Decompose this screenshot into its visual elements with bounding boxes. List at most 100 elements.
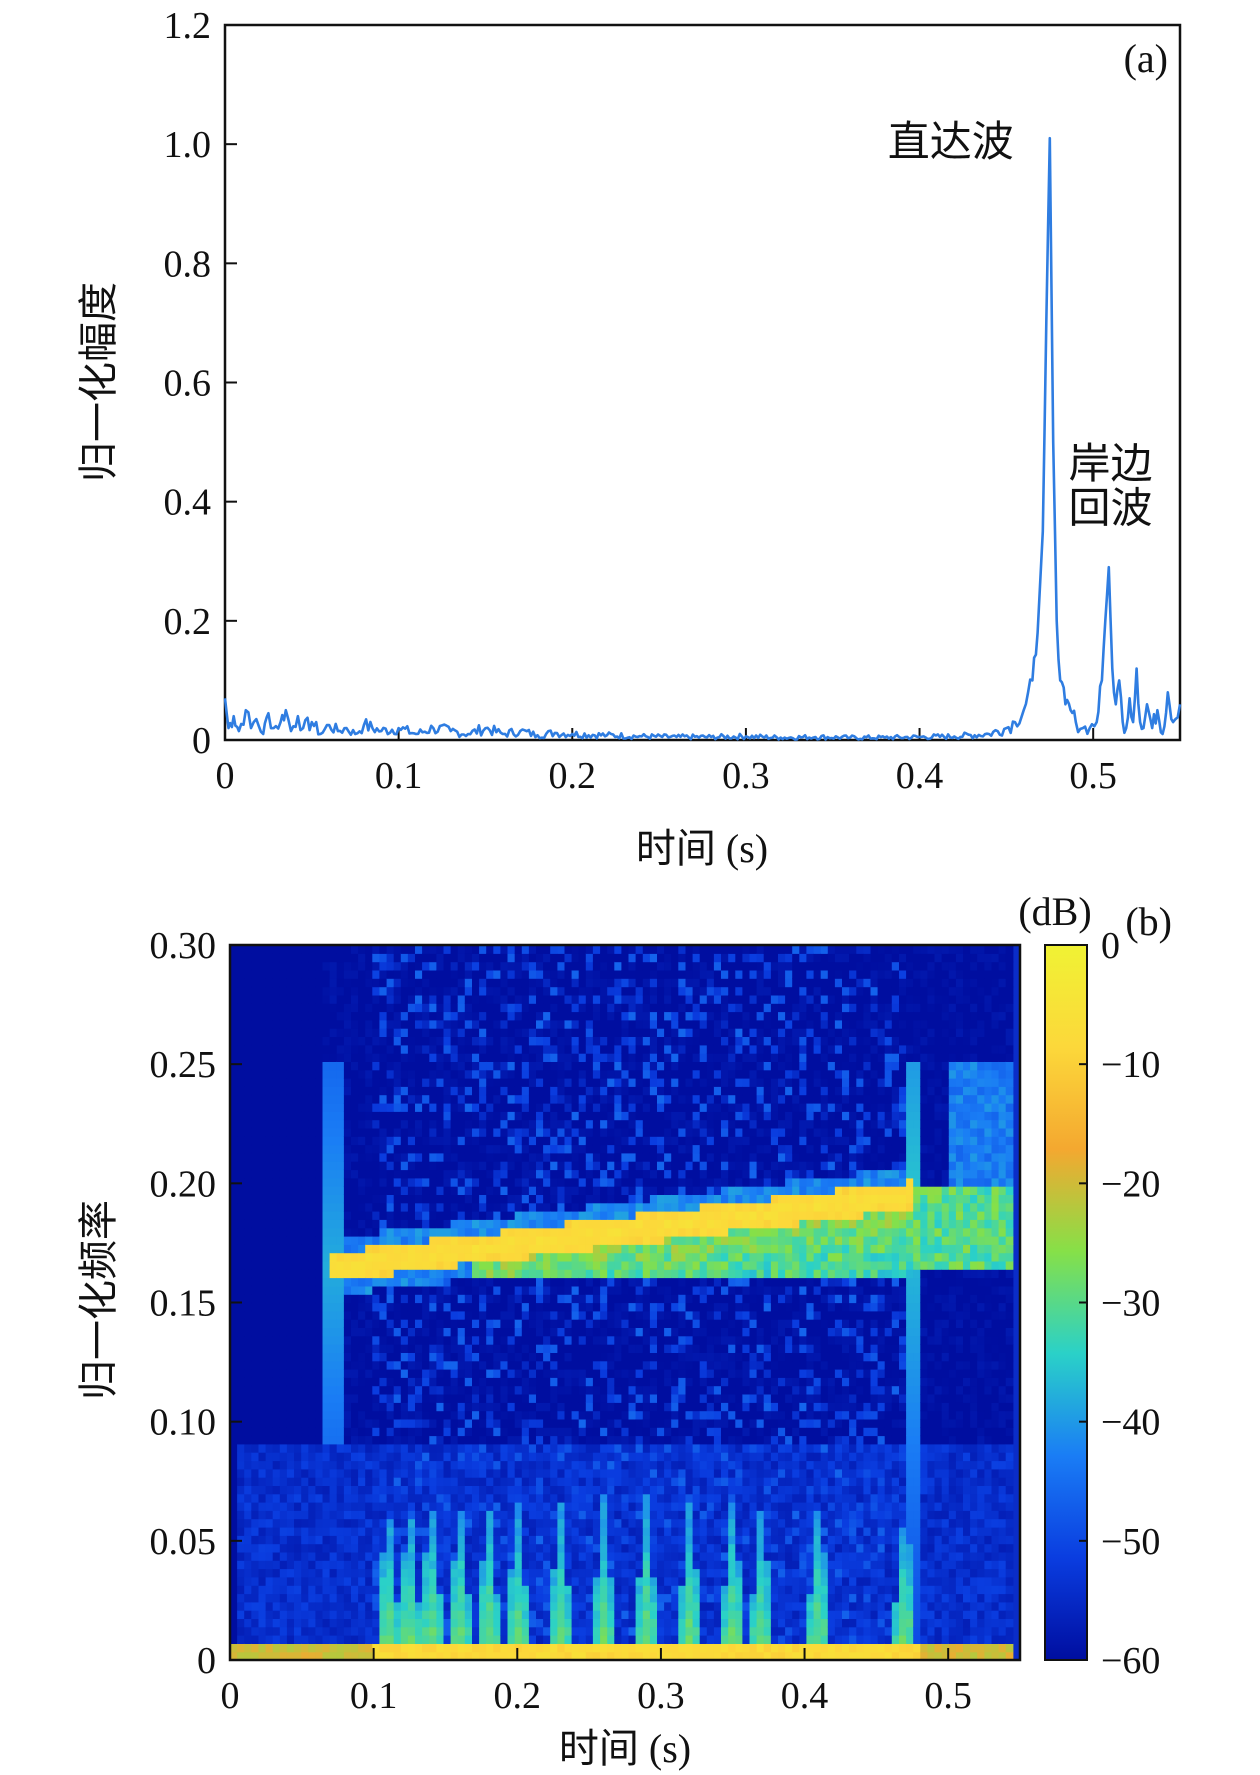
heatmap-cell bbox=[600, 1011, 608, 1021]
heatmap-cell bbox=[358, 1069, 366, 1079]
heatmap-cell bbox=[386, 1543, 395, 1553]
heatmap-cell bbox=[308, 1585, 316, 1595]
panel-a-y-tick-label: 0.4 bbox=[164, 482, 212, 524]
heatmap-cell bbox=[400, 1568, 409, 1578]
heatmap-cell bbox=[272, 1202, 281, 1212]
heatmap-cell bbox=[393, 1086, 402, 1096]
heatmap-cell bbox=[343, 1468, 352, 1478]
heatmap-cell bbox=[393, 1227, 402, 1237]
heatmap-cell bbox=[507, 1310, 516, 1320]
heatmap-cell bbox=[422, 1477, 430, 1486]
heatmap-cell bbox=[301, 1136, 309, 1146]
heatmap-cell bbox=[358, 1377, 366, 1387]
heatmap-cell bbox=[393, 1319, 402, 1328]
heatmap-cell bbox=[571, 1211, 580, 1220]
heatmap-cell bbox=[294, 1551, 302, 1561]
heatmap-cell bbox=[294, 1061, 302, 1071]
heatmap-cell bbox=[386, 1078, 395, 1087]
heatmap-cell bbox=[600, 1152, 608, 1162]
heatmap-cell bbox=[621, 1277, 630, 1287]
heatmap-cell bbox=[557, 953, 566, 963]
heatmap-cell bbox=[621, 1427, 630, 1437]
heatmap-cell bbox=[351, 953, 359, 963]
heatmap-cell bbox=[486, 1036, 494, 1046]
heatmap-cell bbox=[322, 1310, 331, 1320]
heatmap-cell bbox=[500, 1335, 509, 1345]
heatmap-cell bbox=[386, 1418, 395, 1428]
heatmap-cell bbox=[379, 1493, 388, 1503]
heatmap-cell bbox=[536, 1019, 544, 1029]
heatmap-cell bbox=[258, 1452, 267, 1462]
heatmap-cell bbox=[607, 1086, 615, 1096]
heatmap-cell bbox=[521, 1427, 530, 1437]
heatmap-cell bbox=[351, 1643, 359, 1653]
heatmap-cell bbox=[585, 1269, 594, 1279]
heatmap-cell bbox=[571, 1269, 580, 1279]
heatmap-cell bbox=[379, 1593, 388, 1603]
heatmap-cell bbox=[379, 1560, 388, 1570]
heatmap-cell bbox=[322, 1435, 331, 1445]
heatmap-cell bbox=[265, 1019, 274, 1029]
heatmap-cell bbox=[472, 1543, 480, 1553]
heatmap-cell bbox=[564, 1560, 573, 1570]
heatmap-cell bbox=[528, 1202, 537, 1212]
heatmap-cell bbox=[628, 1551, 637, 1561]
heatmap-cell bbox=[351, 1568, 359, 1578]
heatmap-cell bbox=[336, 961, 345, 971]
heatmap-cell bbox=[329, 1510, 338, 1520]
heatmap-cell bbox=[244, 1119, 252, 1129]
heatmap-cell bbox=[294, 1443, 302, 1453]
heatmap-cell bbox=[251, 1211, 259, 1220]
heatmap-cell bbox=[244, 1394, 252, 1403]
heatmap-cell bbox=[322, 1618, 331, 1628]
heatmap-cell bbox=[372, 1269, 380, 1279]
heatmap-cell bbox=[585, 978, 594, 988]
heatmap-cell bbox=[415, 1069, 423, 1079]
heatmap-cell bbox=[343, 1601, 352, 1611]
heatmap-cell bbox=[294, 1502, 302, 1511]
heatmap-cell bbox=[230, 1202, 238, 1212]
heatmap-cell bbox=[550, 1144, 558, 1154]
heatmap-cell bbox=[450, 1227, 459, 1237]
heatmap-cell bbox=[621, 961, 630, 971]
heatmap-cell bbox=[457, 1194, 466, 1204]
heatmap-cell bbox=[429, 978, 437, 988]
heatmap-cell bbox=[507, 1036, 516, 1046]
heatmap-cell bbox=[272, 1028, 281, 1037]
heatmap-cell bbox=[358, 1551, 366, 1561]
heatmap-cell bbox=[543, 1576, 551, 1586]
heatmap-cell bbox=[365, 1003, 373, 1013]
heatmap-cell bbox=[272, 1410, 281, 1420]
heatmap-cell bbox=[230, 1327, 238, 1337]
heatmap-cell bbox=[372, 1493, 380, 1503]
heatmap-cell bbox=[571, 1019, 580, 1029]
heatmap-cell bbox=[237, 1019, 245, 1029]
heatmap-cell bbox=[415, 1019, 423, 1029]
heatmap-cell bbox=[557, 1510, 566, 1520]
heatmap-cell bbox=[571, 1452, 580, 1462]
heatmap-cell bbox=[358, 1161, 366, 1171]
heatmap-cell bbox=[422, 953, 430, 963]
heatmap-cell bbox=[251, 1086, 259, 1096]
heatmap-cell bbox=[628, 1394, 637, 1403]
heatmap-cell bbox=[543, 961, 551, 971]
heatmap-cell bbox=[621, 1643, 630, 1653]
heatmap-cell bbox=[443, 1310, 452, 1320]
heatmap-cell bbox=[472, 1252, 480, 1262]
heatmap-cell bbox=[507, 1435, 516, 1445]
heatmap-cell bbox=[585, 1651, 594, 1661]
heatmap-cell bbox=[322, 1319, 331, 1328]
heatmap-cell bbox=[308, 1618, 316, 1628]
heatmap-cell bbox=[294, 994, 302, 1004]
heatmap-cell bbox=[258, 1310, 267, 1320]
heatmap-cell bbox=[557, 1427, 566, 1437]
heatmap-cell bbox=[528, 1136, 537, 1146]
heatmap-cell bbox=[422, 1618, 430, 1628]
heatmap-cell bbox=[393, 1202, 402, 1212]
heatmap-cell bbox=[237, 1061, 245, 1071]
heatmap-cell bbox=[429, 1385, 437, 1395]
heatmap-cell bbox=[322, 1551, 331, 1561]
heatmap-cell bbox=[379, 961, 388, 971]
heatmap-cell bbox=[393, 1535, 402, 1545]
heatmap-cell bbox=[607, 1103, 615, 1112]
